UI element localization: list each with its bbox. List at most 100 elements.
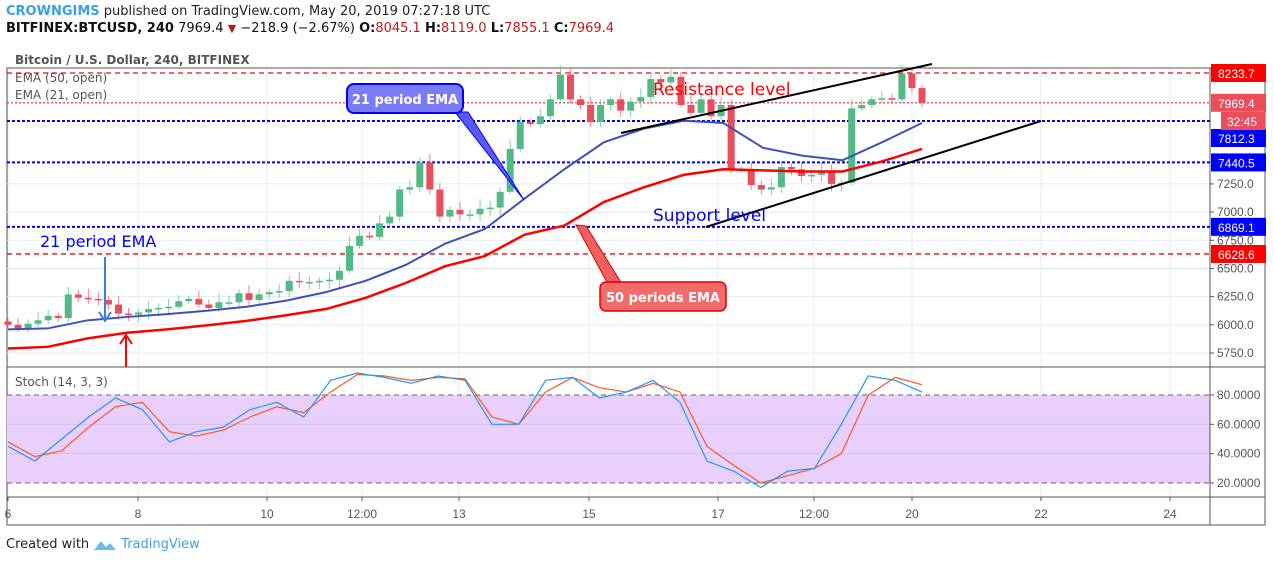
upper-trendline [620,63,933,134]
candle-up [24,323,32,330]
last-price: 7969.4 [178,21,224,36]
price-tick-label: 6750.0 [1217,233,1254,247]
candle-up [335,270,343,280]
candle-up [345,245,353,271]
candle-down [205,304,213,308]
candle-up [486,207,494,210]
candle-up [868,99,876,105]
ema50-legend[interactable]: EMA (50, open) [15,71,108,85]
ema21-annotation: 21 period EMA [40,232,156,251]
candle-up [235,293,243,303]
time-tick-label: 8 [135,507,142,521]
stoch-tick-label: 40.0000 [1217,447,1261,461]
time-tick-label: 22 [1034,507,1048,521]
price-tick-label: 6000.0 [1217,318,1254,332]
candle-up [215,302,223,308]
candle-up [386,216,394,224]
candle-up [446,209,454,217]
candle-down [577,99,585,105]
author-link[interactable]: CROWNGIMS [6,4,100,19]
footer: Created with TradingView [6,537,200,552]
candle-up [767,187,775,190]
ema21-callout [346,83,464,114]
candle-down [918,88,926,103]
low-label: L: [490,21,505,36]
candle-up [466,214,474,216]
arrow-head [119,333,133,345]
candle-up [647,79,655,98]
candle-up [858,104,866,109]
candle-up [777,166,785,188]
candle-up [516,121,524,149]
candle-down [828,171,836,184]
price-label: 7440.5 [1218,156,1255,170]
stoch-legend[interactable]: Stoch (14, 3, 3) [15,375,108,389]
high-label: H: [424,21,442,36]
time-tick-label: 13 [452,507,466,521]
candle-up [476,208,484,215]
candle-up [416,162,424,188]
candle-down [707,99,715,117]
candle-down [94,298,102,301]
tradingview-link[interactable]: TradingView [121,537,200,552]
time-tick-label: 15 [582,507,596,521]
candle-up [848,108,856,183]
support-label: Support level [653,206,766,226]
candle-up [175,301,183,307]
candle-up [44,315,52,321]
low-value: 7855.1 [504,21,550,36]
candle-down [125,313,133,316]
ema21-legend[interactable]: EMA (21, open) [15,88,108,102]
open-label: O: [359,21,376,36]
candle-up [536,116,544,125]
publish-text: published on TradingView.com, May 20, 20… [103,4,491,19]
close-value: 7969.4 [568,21,615,36]
candle-down [687,104,695,113]
callout-pointer [453,111,525,201]
candle-up [597,104,605,122]
stoch-tick-label: 20.0000 [1217,476,1261,490]
candle-up [315,280,323,283]
price-label-box [1211,244,1266,263]
candle-up [376,223,384,237]
candle-down [456,209,464,215]
stoch-band [7,395,1210,483]
candle-up [305,281,313,284]
candle-up [667,76,675,83]
arrow-head [98,311,112,323]
candle-down [426,162,434,190]
candle-down [245,293,253,301]
candle-up [145,309,153,313]
candle-up [135,312,143,315]
created-with: Created with [6,537,90,552]
callout-pointer [575,224,623,285]
price-change: −218.9 (−2.67%) [240,21,355,36]
time-tick-label: 24 [1163,507,1177,521]
time-tick-label: 17 [711,507,725,521]
stoch-tick-label: 80.0000 [1217,388,1261,402]
stoch-d-line [7,373,923,484]
candle-down [295,280,303,283]
lower-trendline [705,120,1042,228]
ema50-callout [599,281,727,312]
candle-up [325,279,333,282]
stoch-tick-label: 60.0000 [1217,417,1261,431]
candle-down [104,300,112,305]
candle-down [366,235,374,238]
candle-down [757,185,765,190]
candle-up [34,320,42,324]
ema50-callout-text: 50 periods EMA [606,291,720,306]
high-value: 8119.0 [441,21,487,36]
candle-down [74,294,82,298]
open-value: 8045.1 [375,21,421,36]
candle-down [888,98,896,100]
candle-down [747,169,755,186]
candle-up [878,98,886,100]
candle-down [617,99,625,111]
countdown-box [1221,112,1265,130]
candle-up [607,99,615,105]
candle-up [546,99,554,117]
candle-up [556,74,564,100]
time-tick-label: 12:00 [347,507,377,521]
